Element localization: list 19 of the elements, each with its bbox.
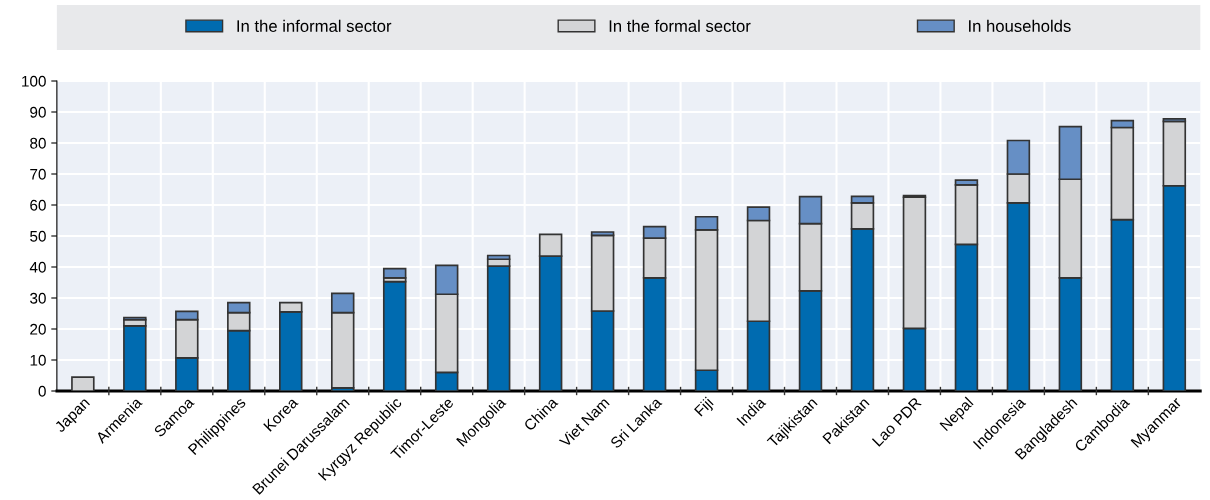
y-tick-label: 100 xyxy=(22,75,46,87)
y-tick-label: 90 xyxy=(30,106,46,118)
y-tick-label: 60 xyxy=(30,199,46,211)
y-tick-label: 70 xyxy=(30,168,46,180)
bar xyxy=(382,280,407,391)
y-tick-label: 40 xyxy=(29,261,46,273)
y-tick-label: 10 xyxy=(30,354,46,366)
y-tick-label: 20 xyxy=(30,323,46,335)
legend-label: In the formal sector xyxy=(609,19,751,32)
bar xyxy=(123,325,147,391)
legend-label: In the informal sector xyxy=(237,19,392,32)
bar xyxy=(382,267,407,279)
bar xyxy=(71,376,95,391)
y-tick-label: 30 xyxy=(30,292,46,304)
legend-label: In households xyxy=(969,19,1071,32)
y-tick-label: 0 xyxy=(38,385,46,397)
y-tick-label: 50 xyxy=(30,230,46,242)
y-tick-label: 80 xyxy=(30,137,46,149)
x-tick-label: Fiji xyxy=(693,396,716,419)
